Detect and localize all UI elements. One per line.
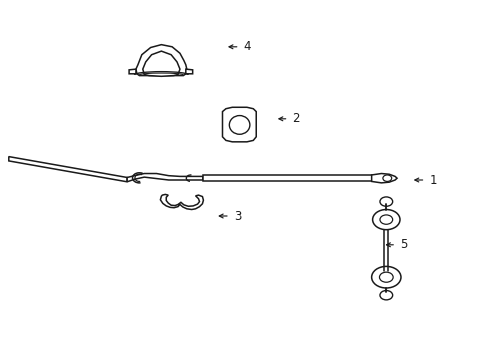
Polygon shape [136, 45, 186, 76]
Circle shape [371, 266, 400, 288]
Circle shape [379, 215, 392, 224]
Ellipse shape [229, 116, 249, 134]
Circle shape [382, 175, 391, 181]
Polygon shape [127, 174, 203, 182]
Text: 5: 5 [399, 238, 407, 251]
Polygon shape [222, 107, 256, 142]
Polygon shape [185, 69, 192, 74]
Text: 3: 3 [233, 210, 241, 222]
Polygon shape [142, 51, 180, 76]
Text: 2: 2 [292, 112, 299, 125]
Polygon shape [9, 157, 127, 182]
Text: 4: 4 [243, 40, 250, 53]
Circle shape [379, 272, 392, 282]
Polygon shape [371, 174, 396, 183]
Text: 1: 1 [428, 174, 436, 186]
Circle shape [379, 197, 392, 206]
Circle shape [379, 291, 392, 300]
Polygon shape [160, 194, 203, 210]
Polygon shape [203, 175, 371, 181]
Circle shape [372, 210, 399, 230]
Polygon shape [129, 69, 136, 74]
